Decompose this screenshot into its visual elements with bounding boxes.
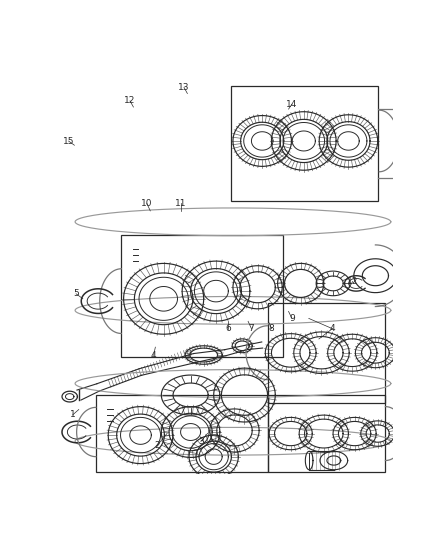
Bar <box>268 303 385 403</box>
Text: 8: 8 <box>269 324 275 333</box>
Bar <box>268 395 385 472</box>
Text: 11: 11 <box>175 199 187 208</box>
Text: 5: 5 <box>73 289 79 298</box>
Text: 4: 4 <box>151 351 156 360</box>
Text: 1: 1 <box>70 410 76 419</box>
Text: 4: 4 <box>329 324 335 333</box>
Text: 3: 3 <box>198 437 204 446</box>
Text: 13: 13 <box>178 83 190 92</box>
Text: 12: 12 <box>124 96 136 106</box>
Text: 10: 10 <box>141 199 153 208</box>
Text: 6: 6 <box>225 324 231 333</box>
Bar <box>121 235 283 357</box>
Text: 7: 7 <box>249 324 254 333</box>
Text: 2: 2 <box>154 441 160 450</box>
Text: 14: 14 <box>286 100 297 109</box>
Bar <box>96 395 268 472</box>
Bar <box>231 85 378 201</box>
Text: 9: 9 <box>289 314 295 323</box>
Text: 12: 12 <box>347 277 358 286</box>
Text: 15: 15 <box>63 136 74 146</box>
